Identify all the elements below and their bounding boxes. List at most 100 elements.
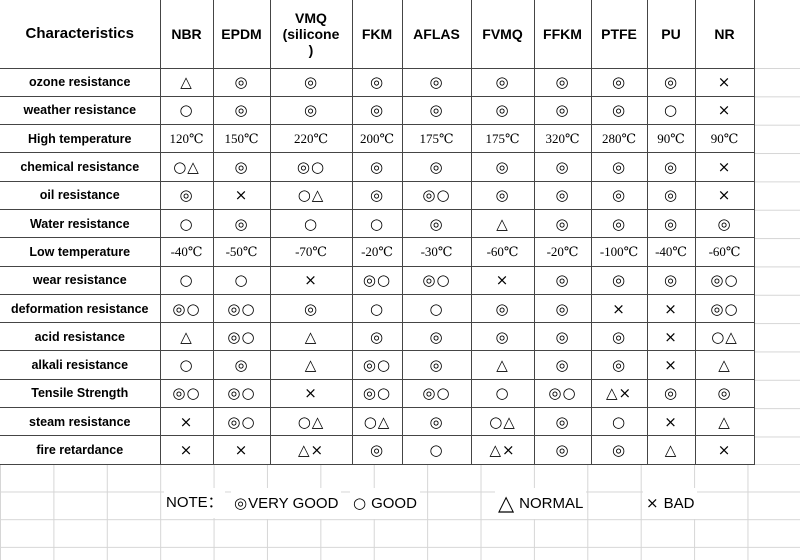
value-cell[interactable]: ◎ (646, 208, 696, 239)
value-cell[interactable]: × (212, 180, 271, 210)
value-cell[interactable]: ○△ (470, 407, 535, 437)
value-cell[interactable]: ◎ (533, 95, 592, 126)
value-cell[interactable]: ◎ (212, 67, 271, 97)
row-label[interactable]: steam resistance (0, 407, 161, 437)
value-cell[interactable]: ◎ (590, 67, 648, 97)
value-cell[interactable]: -100℃ (590, 237, 648, 267)
value-cell[interactable]: 175℃ (470, 124, 535, 154)
value-cell[interactable]: × (646, 407, 696, 437)
row-label[interactable]: Water resistance (0, 208, 161, 239)
value-cell[interactable]: × (694, 67, 755, 97)
value-cell[interactable]: ◎ (470, 67, 535, 97)
value-cell[interactable]: ○ (401, 435, 472, 465)
value-cell[interactable]: ○ (351, 208, 403, 239)
value-cell[interactable]: ○△ (351, 407, 403, 437)
value-cell[interactable]: ◎ (533, 407, 592, 437)
value-cell[interactable]: 175℃ (401, 124, 472, 154)
value-cell[interactable]: ◎○ (694, 293, 755, 324)
value-cell[interactable]: ◎ (590, 265, 648, 295)
column-header[interactable]: AFLAS (401, 0, 472, 69)
value-cell[interactable]: ◎○ (269, 152, 353, 182)
value-cell[interactable]: ◎ (470, 152, 535, 182)
value-cell[interactable]: ◎○ (401, 265, 472, 295)
value-cell[interactable]: △× (269, 435, 353, 465)
value-cell[interactable]: △× (470, 435, 535, 465)
value-cell[interactable]: ◎ (212, 152, 271, 182)
value-cell[interactable]: △ (269, 322, 353, 352)
row-label[interactable]: chemical resistance (0, 152, 161, 182)
row-label[interactable]: ozone resistance (0, 67, 161, 97)
value-cell[interactable]: × (694, 95, 755, 126)
column-header[interactable]: FKM (351, 0, 403, 69)
row-label[interactable]: Low temperature (0, 237, 161, 267)
value-cell[interactable]: ◎○ (351, 350, 403, 380)
column-header[interactable]: EPDM (212, 0, 271, 69)
value-cell[interactable]: ○ (159, 350, 214, 380)
value-cell[interactable]: ○ (590, 407, 648, 437)
column-header[interactable]: PTFE (590, 0, 648, 69)
value-cell[interactable]: ◎ (470, 293, 535, 324)
value-cell[interactable]: ◎ (533, 67, 592, 97)
value-cell[interactable]: × (269, 378, 353, 409)
value-cell[interactable]: ◎○ (159, 378, 214, 409)
value-cell[interactable]: × (694, 152, 755, 182)
value-cell[interactable]: ◎ (590, 152, 648, 182)
value-cell[interactable]: ◎○ (212, 293, 271, 324)
value-cell[interactable]: × (269, 265, 353, 295)
row-label[interactable]: weather resistance (0, 95, 161, 126)
value-cell[interactable]: ◎ (590, 322, 648, 352)
value-cell[interactable]: △ (646, 435, 696, 465)
value-cell[interactable]: ◎ (401, 152, 472, 182)
value-cell[interactable]: ○ (159, 95, 214, 126)
value-cell[interactable]: ○ (269, 208, 353, 239)
value-cell[interactable]: ◎ (646, 152, 696, 182)
row-label[interactable]: Tensile Strength (0, 378, 161, 409)
value-cell[interactable]: ◎ (590, 350, 648, 380)
row-label[interactable]: oil resistance (0, 180, 161, 210)
value-cell[interactable]: ◎ (351, 435, 403, 465)
value-cell[interactable]: -20℃ (351, 237, 403, 267)
value-cell[interactable]: ◎ (533, 435, 592, 465)
value-cell[interactable]: ◎ (646, 265, 696, 295)
value-cell[interactable]: ◎ (590, 435, 648, 465)
value-cell[interactable]: ◎○ (159, 293, 214, 324)
value-cell[interactable]: ◎ (533, 208, 592, 239)
column-header[interactable]: PU (646, 0, 696, 69)
value-cell[interactable]: × (646, 293, 696, 324)
value-cell[interactable]: ◎○ (694, 265, 755, 295)
value-cell[interactable]: ◎ (401, 95, 472, 126)
value-cell[interactable]: -70℃ (269, 237, 353, 267)
value-cell[interactable]: ○ (212, 265, 271, 295)
value-cell[interactable]: × (212, 435, 271, 465)
value-cell[interactable]: -60℃ (694, 237, 755, 267)
value-cell[interactable]: ◎ (401, 208, 472, 239)
value-cell[interactable]: △ (159, 67, 214, 97)
value-cell[interactable]: △ (159, 322, 214, 352)
value-cell[interactable]: -60℃ (470, 237, 535, 267)
value-cell[interactable]: ◎ (694, 208, 755, 239)
value-cell[interactable]: × (159, 407, 214, 437)
value-cell[interactable]: ◎ (401, 350, 472, 380)
value-cell[interactable]: ◎ (269, 67, 353, 97)
value-cell[interactable]: ◎ (533, 293, 592, 324)
value-cell[interactable]: ◎ (646, 180, 696, 210)
value-cell[interactable]: ◎ (159, 180, 214, 210)
value-cell[interactable]: ◎ (470, 180, 535, 210)
row-label[interactable]: wear resistance (0, 265, 161, 295)
value-cell[interactable]: -30℃ (401, 237, 472, 267)
row-label[interactable]: High temperature (0, 124, 161, 154)
value-cell[interactable]: 320℃ (533, 124, 592, 154)
value-cell[interactable]: ◎ (212, 350, 271, 380)
value-cell[interactable]: ○△ (269, 180, 353, 210)
value-cell[interactable]: ◎ (269, 293, 353, 324)
value-cell[interactable]: × (694, 180, 755, 210)
value-cell[interactable]: ◎○ (401, 180, 472, 210)
row-label[interactable]: acid resistance (0, 322, 161, 352)
value-cell[interactable]: ○ (351, 293, 403, 324)
value-cell[interactable]: 200℃ (351, 124, 403, 154)
value-cell[interactable]: ○ (159, 208, 214, 239)
value-cell[interactable]: ◎ (351, 95, 403, 126)
value-cell[interactable]: ◎ (401, 322, 472, 352)
value-cell[interactable]: 120℃ (159, 124, 214, 154)
value-cell[interactable]: ◎ (351, 67, 403, 97)
